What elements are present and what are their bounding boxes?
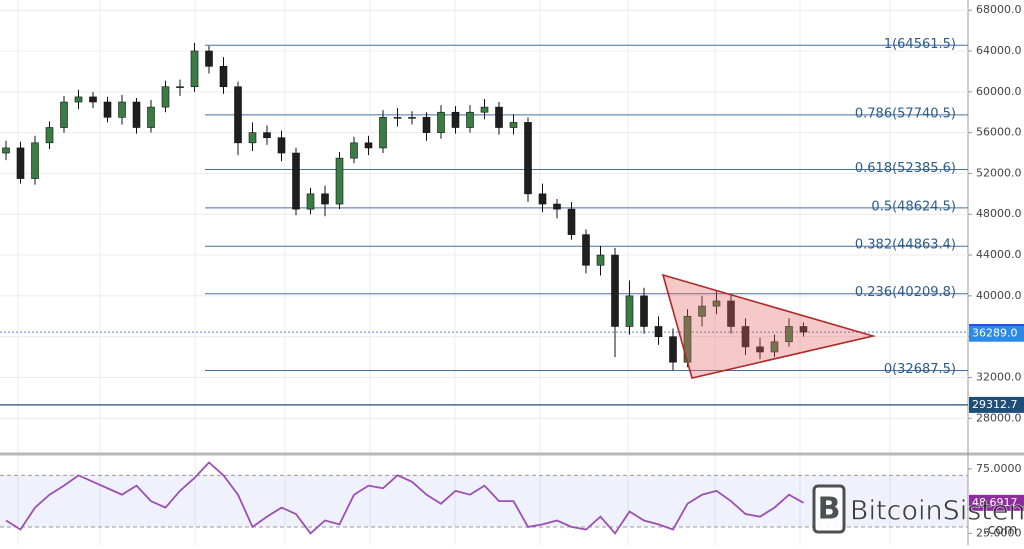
candle-body [219,66,228,88]
candle-body [596,254,605,266]
candle-body [132,101,141,128]
candle-body [321,193,329,205]
candle-body [422,117,431,133]
candle-body [611,254,619,327]
watermark-text: BitcoinSistemi [850,496,1024,527]
y-tick-label: 40000.0 [976,289,1022,302]
fib-label: 0.5(48624.5) [871,199,956,214]
y-tick-label: 60000.0 [976,85,1022,98]
candle-body [480,106,489,113]
candle-body [524,122,532,195]
candle-body [190,50,199,88]
candle-body [74,96,83,103]
candle-body [176,86,184,89]
candle-body [16,147,25,179]
candle-body [785,326,793,343]
candle-body [770,341,779,353]
y-tick-label: 75.0000 [976,462,1022,475]
watermark-suffix: .com [983,522,1017,538]
candle-body [640,295,648,327]
candle-body [799,326,808,333]
y-tick-label: 48000.0 [976,207,1022,220]
candle-body [698,305,706,317]
y-tick-label: 64000.0 [976,44,1022,57]
candle-body [292,152,300,210]
candle-body [306,193,315,210]
candle-body [451,111,460,128]
candle-body [669,336,677,363]
candle-body [654,326,663,337]
candle-body [263,132,271,139]
candle-body [712,300,721,307]
candle-body [2,147,10,154]
candle-body [582,234,590,266]
candle-body [277,137,286,154]
candle-body [147,106,155,128]
fib-label: 0.382(44863.4) [855,238,956,253]
candle-body [248,132,257,144]
candle-body [408,117,416,119]
price-tag [969,396,1024,413]
candle-body [31,142,39,179]
fib-label: 1(64561.5) [884,37,956,52]
candle-body [741,326,750,348]
candle-body [161,86,170,108]
candle-body [393,117,402,119]
candle-body [379,117,387,149]
candle-body [364,142,373,149]
rsi-line [5,461,804,535]
triangle-pattern [661,273,877,379]
candle-body [727,300,735,327]
candle-body [625,295,634,327]
fib-label: 0(32687.5) [884,362,956,377]
candle-body [538,193,547,205]
candle-body [118,101,126,118]
watermark: B BitcoinSistemi .com [812,484,1024,538]
candle-body [335,157,344,205]
rsi-tag-label: 48.6917 [972,496,1018,509]
y-tick-label: 56000.0 [976,126,1022,139]
candle-body [205,50,213,67]
price-tag-label: 36289.0 [972,327,1018,340]
svg-text:B: B [818,492,841,527]
candle-body [756,346,764,353]
price-tag [969,325,1024,342]
y-tick-label: 25.0000 [976,526,1022,539]
fib-label: 0.786(57740.5) [855,106,956,121]
fib-label: 0.236(40209.8) [855,285,956,300]
candle-body [350,142,358,159]
y-tick-label: 32000.0 [976,370,1022,383]
rsi-tag [969,494,1024,511]
fib-label: 0.618(52385.6) [855,161,956,176]
price-tag-label: 29312.7 [972,398,1018,411]
candle-body [45,127,54,144]
candle-body [437,111,445,133]
candle-body [553,203,561,210]
rsi-band [0,475,968,527]
y-tick-label: 44000.0 [976,248,1022,261]
candle-body [103,101,112,118]
y-tick-label: 68000.0 [976,3,1022,16]
candle-body [60,101,68,128]
candle-body [234,86,242,144]
candle-body [495,106,503,128]
y-tick-label: 28000.0 [976,411,1022,424]
candle-body [89,96,97,103]
candle-body [509,122,518,128]
candle-body [567,208,576,235]
candle-body [466,111,474,128]
y-tick-label: 52000.0 [976,166,1022,179]
